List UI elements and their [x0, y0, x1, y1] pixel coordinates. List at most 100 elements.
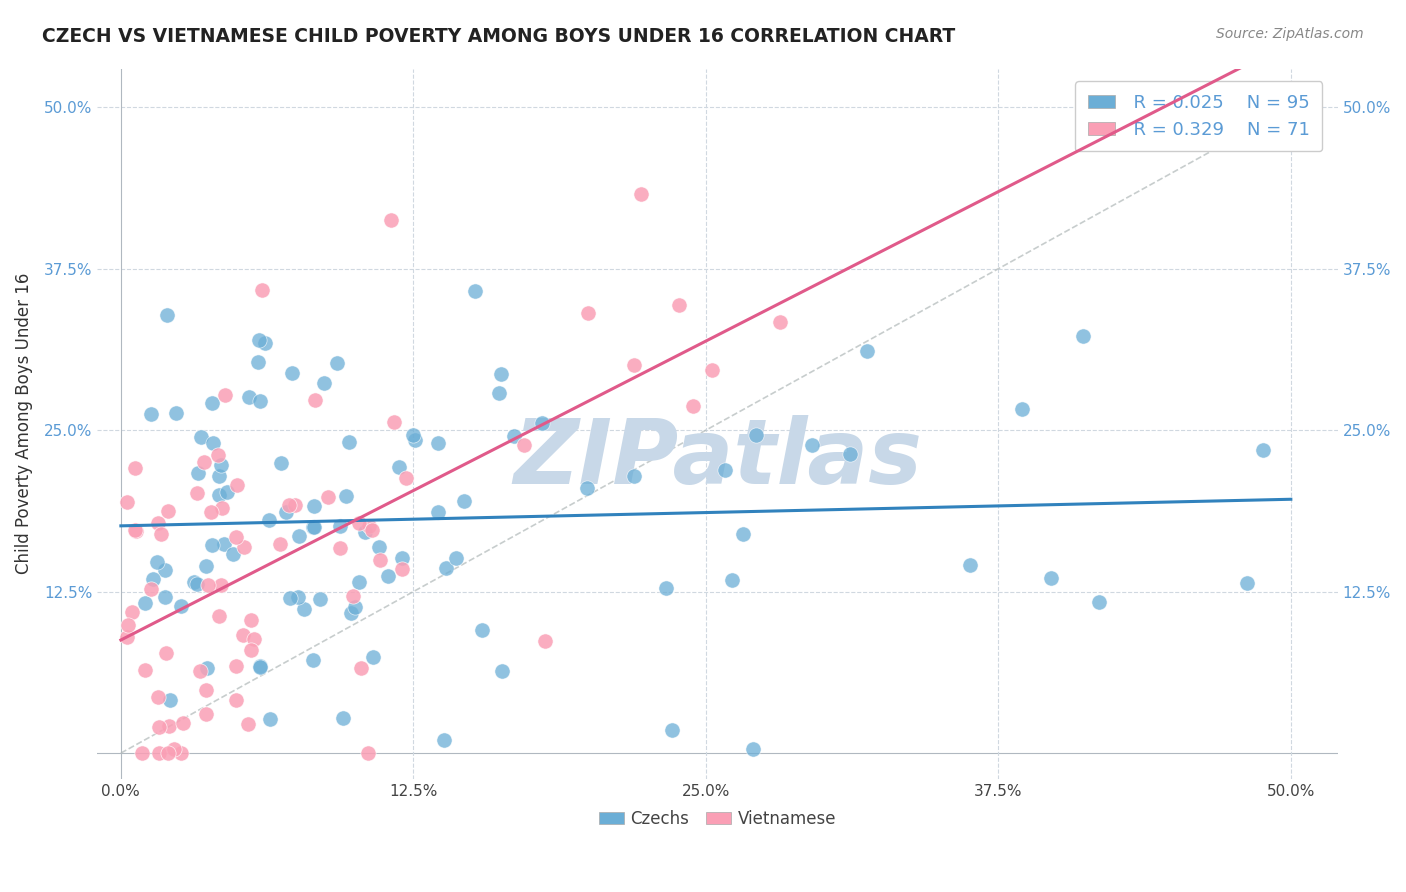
Point	[630, 187, 652, 202]
Legend: Czechs, Vietnamese: Czechs, Vietnamese	[592, 803, 844, 835]
Text: ZIPatlas: ZIPatlas	[513, 416, 922, 503]
Point	[148, 720, 170, 734]
Point	[115, 495, 138, 509]
Point	[531, 417, 554, 431]
Point	[239, 613, 262, 627]
Point	[246, 355, 269, 369]
Point	[278, 591, 301, 605]
Point	[356, 746, 378, 760]
Point	[353, 525, 375, 540]
Point	[201, 395, 224, 409]
Point	[117, 618, 139, 632]
Point	[623, 468, 645, 483]
Point	[155, 646, 177, 660]
Point	[121, 605, 143, 619]
Point	[146, 516, 169, 530]
Point	[838, 447, 860, 461]
Point	[157, 719, 180, 733]
Point	[427, 436, 450, 450]
Point	[141, 582, 163, 596]
Point	[377, 568, 399, 582]
Point	[402, 428, 425, 442]
Point	[453, 493, 475, 508]
Point	[215, 484, 238, 499]
Point	[404, 433, 426, 447]
Point	[288, 528, 311, 542]
Point	[325, 356, 347, 370]
Point	[1236, 575, 1258, 590]
Point	[329, 519, 352, 533]
Point	[292, 602, 315, 616]
Point	[281, 366, 304, 380]
Point	[623, 359, 645, 373]
Point	[197, 578, 219, 592]
Point	[350, 660, 373, 674]
Point	[745, 428, 768, 442]
Point	[125, 524, 148, 538]
Point	[131, 746, 153, 760]
Point	[302, 520, 325, 534]
Point	[195, 682, 218, 697]
Point	[731, 527, 754, 541]
Point	[742, 742, 765, 756]
Point	[533, 634, 555, 648]
Point	[124, 460, 146, 475]
Point	[188, 664, 211, 678]
Text: CZECH VS VIETNAMESE CHILD POVERTY AMONG BOYS UNDER 16 CORRELATION CHART: CZECH VS VIETNAMESE CHILD POVERTY AMONG …	[42, 27, 956, 45]
Point	[302, 500, 325, 514]
Point	[145, 555, 167, 569]
Point	[575, 481, 598, 495]
Point	[503, 429, 526, 443]
Point	[382, 415, 405, 429]
Point	[222, 548, 245, 562]
Point	[214, 388, 236, 402]
Point	[768, 315, 790, 329]
Point	[489, 367, 512, 381]
Point	[236, 717, 259, 731]
Point	[337, 435, 360, 450]
Point	[211, 501, 233, 516]
Point	[434, 561, 457, 575]
Point	[157, 504, 180, 518]
Point	[252, 284, 274, 298]
Point	[380, 213, 402, 227]
Point	[1088, 595, 1111, 609]
Point	[195, 707, 218, 722]
Point	[357, 519, 380, 533]
Point	[388, 459, 411, 474]
Point	[959, 558, 981, 573]
Point	[363, 650, 385, 665]
Point	[153, 563, 176, 577]
Point	[231, 628, 253, 642]
Point	[201, 436, 224, 450]
Point	[721, 573, 744, 587]
Point	[208, 487, 231, 501]
Point	[183, 574, 205, 589]
Point	[149, 527, 172, 541]
Point	[314, 376, 336, 391]
Y-axis label: Child Poverty Among Boys Under 16: Child Poverty Among Boys Under 16	[15, 273, 32, 574]
Point	[335, 489, 357, 503]
Point	[488, 386, 510, 401]
Point	[368, 540, 391, 554]
Point	[195, 559, 218, 574]
Point	[200, 505, 222, 519]
Point	[156, 746, 179, 760]
Point	[172, 716, 194, 731]
Point	[714, 463, 737, 477]
Point	[391, 561, 413, 575]
Point	[155, 309, 177, 323]
Point	[344, 599, 367, 614]
Point	[301, 652, 323, 666]
Point	[270, 456, 292, 470]
Point	[700, 363, 723, 377]
Point	[433, 732, 456, 747]
Point	[170, 599, 193, 613]
Point	[148, 746, 170, 760]
Point	[134, 596, 156, 610]
Point	[1040, 571, 1063, 585]
Point	[464, 284, 486, 298]
Point	[444, 551, 467, 566]
Point	[269, 537, 291, 551]
Text: Source: ZipAtlas.com: Source: ZipAtlas.com	[1216, 27, 1364, 41]
